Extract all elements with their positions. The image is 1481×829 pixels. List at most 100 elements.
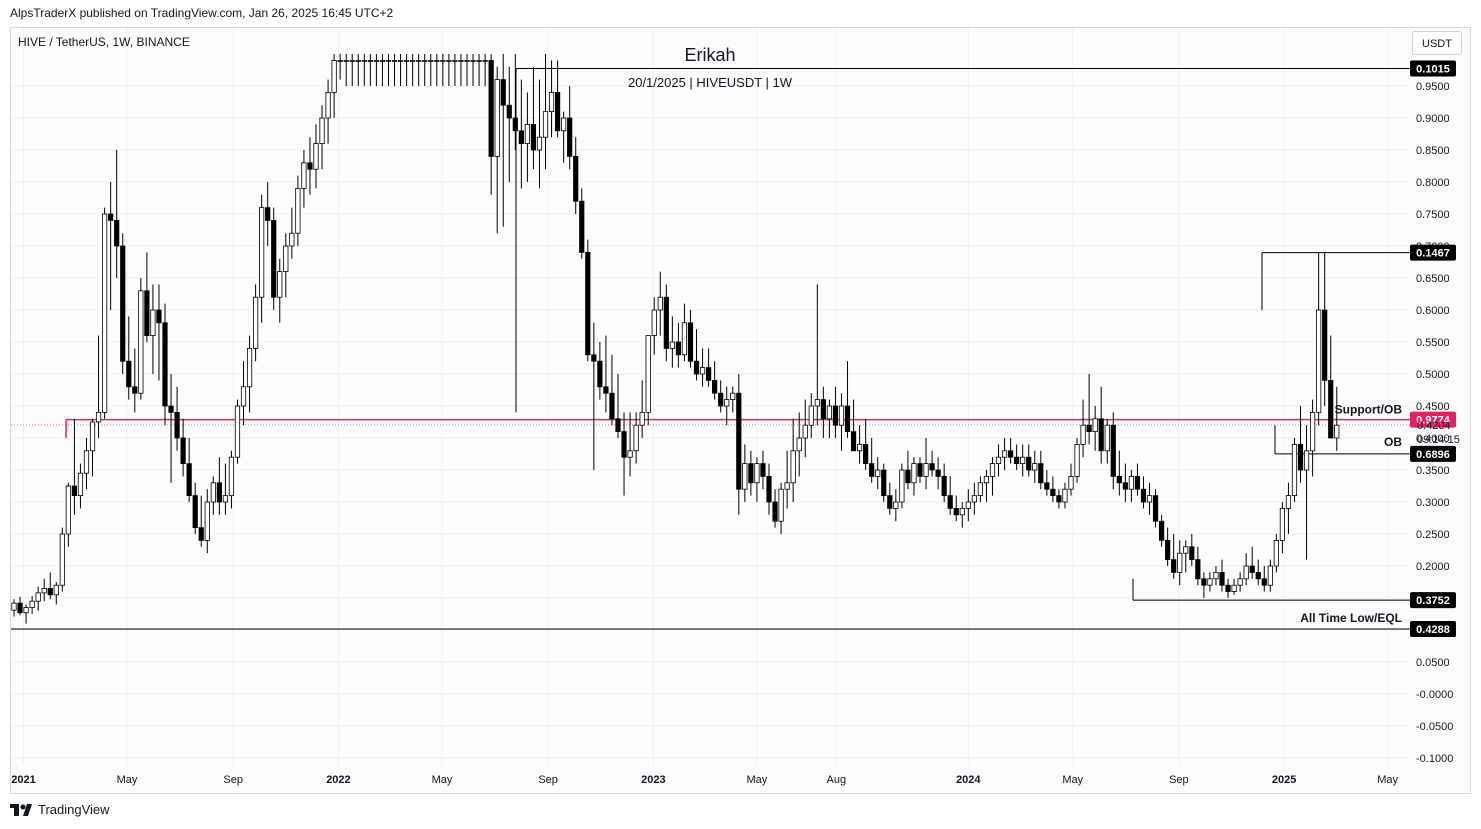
candle: [542, 54, 549, 170]
candle: [180, 418, 186, 477]
candle-body: [1104, 424, 1110, 452]
candle: [234, 399, 241, 464]
atl-label: All Time Low/EQL: [1300, 611, 1402, 625]
x-tick-label: 2024: [956, 774, 981, 786]
candle-body: [228, 456, 235, 497]
candle: [192, 482, 198, 534]
candle-body: [609, 392, 615, 420]
candle: [748, 450, 754, 496]
candle-body: [138, 290, 144, 394]
candle-body: [935, 469, 941, 477]
candle: [615, 374, 621, 438]
y-tick-label: 0.8500: [1416, 145, 1450, 157]
candle-body: [446, 60, 452, 62]
candle: [850, 399, 857, 452]
candle: [349, 54, 355, 86]
candle-body: [95, 411, 102, 423]
candle-body: [869, 463, 875, 477]
candle-body: [11, 602, 17, 611]
candle-body: [863, 443, 869, 464]
candle-body: [844, 405, 851, 433]
candle: [452, 54, 458, 86]
candle: [681, 303, 688, 362]
candle-body: [1086, 424, 1092, 433]
candle-body: [651, 309, 657, 337]
candle: [651, 297, 657, 355]
candle-body: [83, 450, 90, 474]
candle-body: [615, 418, 621, 432]
candle: [1316, 253, 1322, 426]
candle-body: [476, 60, 482, 62]
candle: [1044, 470, 1050, 496]
candle-body: [488, 60, 494, 157]
price-tag: [1410, 445, 1456, 462]
candle-body: [385, 60, 392, 62]
candle-body: [144, 290, 150, 336]
candle: [899, 463, 905, 509]
candle-body: [826, 405, 833, 420]
candle: [301, 150, 307, 208]
grid-lines: [11, 28, 1410, 765]
candle-body: [17, 602, 23, 614]
candle-body: [1249, 565, 1255, 573]
candle: [470, 54, 476, 86]
candle: [11, 599, 17, 617]
candle-body: [639, 411, 645, 426]
candle: [1291, 438, 1298, 502]
candle: [869, 438, 875, 483]
candle: [802, 399, 808, 458]
candle-body: [210, 482, 216, 503]
candle: [385, 54, 392, 86]
candle: [89, 418, 96, 477]
candle: [790, 418, 796, 502]
candle-body: [1243, 565, 1249, 580]
candle: [379, 54, 386, 86]
candle-body: [283, 245, 289, 273]
candle-body: [234, 405, 241, 458]
candle: [627, 412, 633, 477]
candle: [730, 386, 736, 413]
candle-body: [132, 386, 138, 394]
candle-body: [89, 421, 96, 452]
candle: [609, 354, 615, 426]
candle-body: [1183, 546, 1189, 554]
candle-body: [699, 367, 706, 375]
candle-body: [1146, 495, 1153, 503]
candle: [259, 194, 265, 323]
candle: [295, 175, 301, 246]
candle-body: [548, 92, 555, 113]
candle: [325, 79, 331, 144]
candle: [724, 386, 730, 426]
candle: [1171, 534, 1177, 579]
candle-body: [542, 111, 549, 138]
candle: [585, 239, 591, 362]
candle: [1116, 450, 1122, 496]
candle-body: [174, 411, 180, 439]
candle-body: [301, 162, 307, 189]
candle-body: [1092, 418, 1098, 432]
candle-body: [108, 213, 114, 221]
candle: [1177, 540, 1183, 586]
candle: [953, 495, 959, 522]
candles: [11, 54, 1340, 624]
candle-body: [518, 130, 524, 145]
candle-body: [265, 207, 271, 221]
candle: [289, 207, 295, 259]
candle: [675, 322, 682, 368]
candle: [246, 335, 253, 413]
price-tag-label: 0.3752: [1416, 595, 1450, 607]
candle-body: [808, 405, 814, 426]
candle-body: [754, 463, 760, 484]
candle: [126, 316, 132, 400]
candle-body: [1297, 443, 1304, 471]
candle-body: [1152, 495, 1159, 522]
candle-body: [1328, 379, 1334, 439]
candle: [1303, 425, 1310, 560]
candle-body: [252, 296, 259, 349]
candle: [1098, 386, 1104, 464]
candle: [500, 54, 506, 227]
currency-button[interactable]: USDT: [1412, 31, 1462, 55]
candle-body: [1291, 443, 1298, 496]
candle-body: [114, 219, 120, 247]
